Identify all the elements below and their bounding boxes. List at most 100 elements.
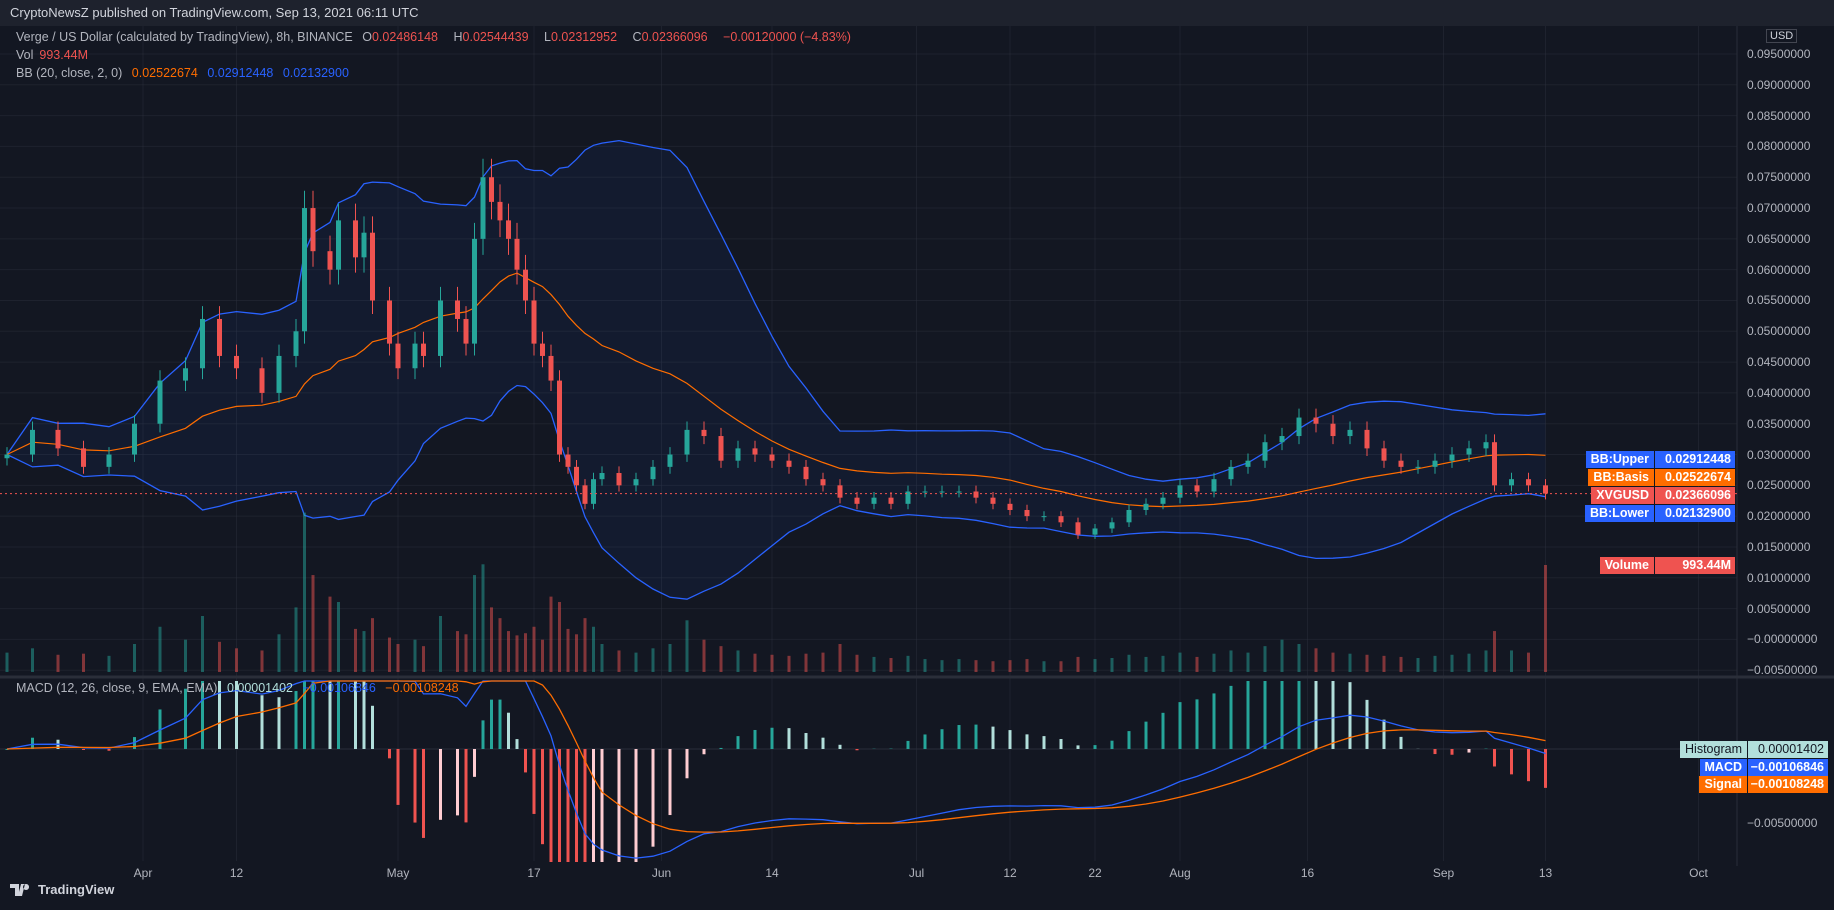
candle: [81, 440, 86, 474]
candle-body: [752, 448, 758, 455]
candle-body: [302, 208, 307, 332]
macd-histogram-bar: [498, 699, 502, 749]
macd-histogram-bar: [1399, 736, 1403, 749]
candle-body: [1143, 503, 1149, 510]
candle-body: [455, 300, 460, 319]
candle-body: [769, 454, 775, 461]
close-value: 0.02366096: [641, 30, 708, 44]
macd-tick: −0.00500000: [1747, 815, 1818, 830]
volume-bar: [566, 628, 570, 672]
candle: [387, 286, 392, 356]
candle-body: [820, 479, 826, 486]
macd-histogram-bar: [184, 688, 187, 749]
candle-body: [905, 491, 911, 504]
candle-body: [1381, 448, 1387, 461]
volume-bar: [422, 646, 425, 672]
macd-histogram-bar: [507, 712, 510, 749]
candle-body: [633, 479, 639, 486]
candle: [565, 447, 571, 474]
price-tick: 0.04000000: [1747, 385, 1811, 400]
time-tick: Jun: [651, 866, 672, 880]
currency-label[interactable]: USD: [1766, 29, 1798, 43]
volume-bar: [592, 626, 595, 672]
candle-body: [650, 466, 656, 480]
candle-body: [217, 318, 222, 356]
publish-info: CryptoNewsZ published on TradingView.com…: [0, 0, 1834, 26]
price-tag-bb-basis: BB:Basis 0.02522674: [1588, 469, 1735, 486]
macd-histogram-bar: [388, 749, 391, 759]
tag-label: BB:Lower: [1584, 505, 1655, 522]
candle: [293, 318, 299, 368]
candle-body: [582, 485, 588, 504]
macd-legend: MACD (12, 26, close, 9, EMA, EMA) 0.0000…: [16, 681, 465, 695]
macd-tag-histogram: Histogram 0.00001402: [1680, 741, 1828, 758]
macd-histogram-bar: [736, 736, 740, 749]
macd-histogram-bar: [396, 749, 400, 805]
macd-histogram-bar: [1161, 712, 1165, 749]
candle-body: [1228, 466, 1234, 480]
volume-bar: [524, 633, 527, 672]
macd-histogram-value: 0.00001402: [226, 681, 293, 695]
macd-histogram-bar: [1527, 749, 1530, 782]
footer-logo[interactable]: TradingView: [10, 882, 114, 897]
volume-bar: [354, 628, 357, 672]
volume-bar: [464, 634, 468, 672]
candle-body: [30, 429, 35, 455]
candle-body: [1262, 442, 1268, 461]
candle: [1509, 472, 1514, 492]
volume-bar: [1348, 653, 1352, 672]
volume-bar: [1493, 631, 1496, 672]
volume-bar: [1195, 656, 1199, 672]
bb-band-fill: [7, 140, 1546, 600]
macd-signal-value: −0.00108248: [385, 681, 459, 695]
macd-histogram-bar: [1297, 681, 1301, 749]
candle-body: [1177, 485, 1183, 498]
candle: [1381, 440, 1387, 468]
macd-value: −0.00106846: [302, 681, 376, 695]
macd-histogram-bar: [1076, 745, 1080, 749]
bb-upper-value: 0.02912448: [207, 66, 274, 80]
volume-bar: [702, 639, 706, 672]
volume-bar: [277, 634, 281, 672]
volume-bar: [1246, 652, 1250, 672]
candle: [701, 421, 707, 445]
candle: [438, 286, 443, 368]
volume-bar: [1144, 656, 1148, 672]
price-tick: 0.07000000: [1747, 201, 1811, 216]
bb-lower-value: 0.02132900: [282, 66, 349, 80]
candle: [752, 440, 758, 462]
candle-body: [438, 300, 443, 356]
macd-histogram-bar: [1212, 693, 1216, 749]
price-tick: 0.04500000: [1747, 355, 1811, 370]
candle: [421, 331, 426, 368]
candle: [132, 415, 137, 462]
open-label: O: [362, 30, 372, 44]
candle: [540, 331, 545, 368]
volume-bar: [490, 607, 493, 672]
macd-histogram-bar: [1382, 719, 1386, 749]
time-tick: Aug: [1169, 866, 1191, 880]
candle: [497, 184, 503, 238]
volume-bar: [1433, 655, 1437, 672]
price-chart[interactable]: [0, 26, 1834, 866]
tag-label: BB:Upper: [1585, 451, 1655, 468]
candle-body: [421, 343, 426, 356]
candle: [30, 421, 35, 462]
tag-value: 993.44M: [1655, 557, 1735, 574]
macd-histogram-bar: [5, 749, 9, 750]
candle-body: [1526, 479, 1531, 486]
volume-bar: [1229, 650, 1233, 672]
candle: [786, 453, 792, 474]
price-tick: 0.05500000: [1747, 293, 1811, 308]
tag-label: Volume: [1599, 557, 1655, 574]
macd-histogram-bar: [158, 709, 162, 749]
candle-body: [1492, 442, 1497, 486]
macd-histogram-bar: [413, 749, 417, 823]
volume-bar: [413, 639, 417, 672]
macd-histogram-bar: [1127, 731, 1131, 749]
volume-bar: [1025, 659, 1029, 672]
candle: [1194, 479, 1200, 498]
macd-histogram-bar: [1544, 749, 1547, 788]
macd-histogram-bar: [422, 749, 425, 838]
macd-histogram-bar: [991, 726, 995, 749]
